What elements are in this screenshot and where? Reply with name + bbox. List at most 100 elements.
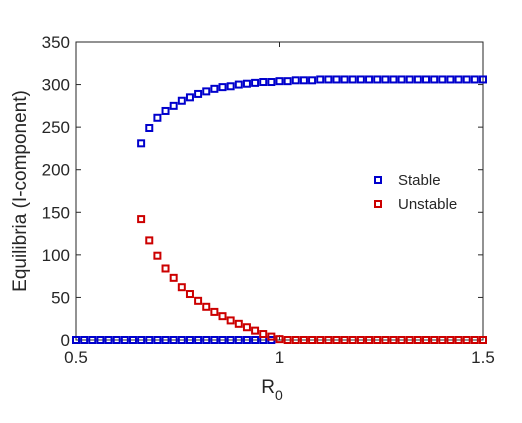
data-point-unstable [413, 336, 422, 344]
legend-label-stable: Stable [398, 172, 441, 189]
data-point-unstable [332, 336, 341, 344]
data-point-stable [210, 84, 219, 93]
legend-marker-stable [374, 176, 382, 184]
data-point-stable [104, 336, 113, 344]
data-point-unstable [381, 336, 390, 344]
data-point-unstable [291, 336, 300, 344]
y-axis-label: Equilibria (I-component) [10, 90, 31, 292]
data-point-stable [413, 75, 422, 84]
x-axis-label: R0 [261, 377, 283, 403]
data-point-stable [291, 76, 300, 85]
x-tick-label: 1.5 [471, 348, 495, 367]
data-point-stable [405, 75, 414, 84]
data-point-stable [275, 77, 284, 86]
data-point-unstable [430, 336, 439, 344]
data-point-stable [88, 336, 97, 344]
x-tick-label: 0.5 [64, 348, 88, 367]
data-point-stable [96, 336, 105, 344]
data-point-stable [210, 336, 219, 344]
data-point-stable [161, 106, 170, 115]
data-point-stable [177, 336, 186, 344]
data-point-stable [422, 75, 431, 84]
data-point-unstable [283, 336, 292, 344]
data-point-stable [251, 78, 260, 87]
data-point-stable [72, 336, 80, 344]
data-point-unstable [234, 319, 243, 328]
data-point-unstable [454, 336, 463, 344]
data-point-unstable [422, 336, 431, 344]
data-point-unstable [308, 336, 317, 344]
data-point-stable [430, 75, 439, 84]
data-point-unstable [405, 336, 414, 344]
data-point-unstable [348, 336, 357, 344]
data-point-unstable [479, 336, 487, 344]
legend-label-unstable: Unstable [398, 196, 457, 213]
data-point-unstable [275, 335, 284, 344]
data-point-unstable [218, 312, 227, 321]
x-tick-label: 1 [275, 348, 284, 367]
data-point-stable [194, 89, 203, 98]
y-tick-label: 100 [42, 246, 70, 265]
data-point-stable [332, 75, 341, 84]
data-point-stable [470, 75, 479, 84]
x-axis-label-main: R [261, 377, 275, 398]
data-point-unstable [316, 336, 325, 344]
data-point-stable [145, 336, 154, 344]
data-point-stable [299, 76, 308, 85]
data-point-stable [234, 336, 243, 344]
data-point-stable [194, 336, 203, 344]
data-point-stable [137, 139, 146, 148]
data-point-stable [226, 336, 235, 344]
data-point-unstable [259, 330, 268, 339]
legend-marker-unstable [374, 200, 382, 208]
data-point-stable [218, 83, 227, 92]
data-point-unstable [137, 215, 146, 224]
data-point-unstable [340, 336, 349, 344]
data-point-unstable [226, 316, 235, 325]
data-point-stable [356, 75, 365, 84]
data-point-stable [137, 336, 146, 344]
data-point-stable [128, 336, 137, 344]
data-point-stable [120, 336, 129, 344]
y-tick-label: 150 [42, 203, 70, 222]
data-point-unstable [373, 336, 382, 344]
data-point-stable [145, 123, 154, 132]
data-point-stable [242, 79, 251, 88]
data-point-unstable [202, 302, 211, 311]
data-point-stable [185, 336, 194, 344]
data-point-stable [316, 75, 325, 84]
data-point-stable [324, 75, 333, 84]
y-tick-label: 50 [51, 288, 70, 307]
series-stable-points [72, 75, 487, 344]
data-point-unstable [397, 336, 406, 344]
data-point-stable [348, 75, 357, 84]
data-point-unstable [462, 336, 471, 344]
data-point-stable [202, 87, 211, 96]
data-point-unstable [267, 332, 276, 341]
data-point-unstable [194, 296, 203, 305]
y-tick-label: 250 [42, 118, 70, 137]
data-point-unstable [251, 326, 260, 335]
y-tick-label: 300 [42, 76, 70, 95]
data-point-stable [218, 336, 227, 344]
data-point-unstable [365, 336, 374, 344]
data-point-stable [161, 336, 170, 344]
data-point-unstable [185, 290, 194, 299]
data-point-unstable [446, 336, 455, 344]
y-tick-label: 350 [42, 33, 70, 52]
data-point-unstable [153, 251, 162, 260]
data-point-stable [373, 75, 382, 84]
data-point-unstable [210, 307, 219, 316]
data-point-unstable [438, 336, 447, 344]
data-point-stable [153, 336, 162, 344]
data-point-stable [169, 336, 178, 344]
data-point-unstable [389, 336, 398, 344]
data-point-stable [462, 75, 471, 84]
data-point-unstable [169, 273, 178, 282]
data-point-stable [381, 75, 390, 84]
data-point-unstable [242, 323, 251, 332]
data-point-stable [251, 336, 260, 344]
data-point-stable [80, 336, 89, 344]
